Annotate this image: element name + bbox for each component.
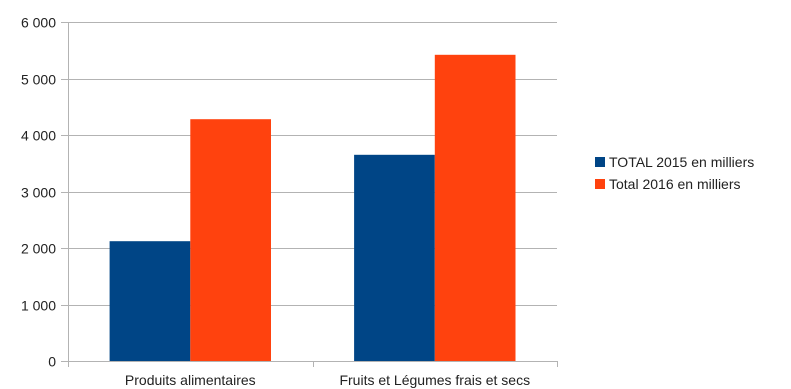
legend-swatch-2016	[595, 179, 605, 189]
legend-label-2015: TOTAL 2015 en milliers	[609, 154, 755, 170]
legend: TOTAL 2015 en milliers Total 2016 en mil…	[595, 151, 754, 195]
bar-2015-cat-0	[109, 241, 191, 361]
x-category-label: Fruits et Légumes frais et secs	[339, 372, 530, 388]
y-tick-label: 0	[48, 354, 56, 370]
bar-2016-cat-1	[434, 54, 516, 362]
bar-2015-cat-1	[354, 154, 435, 361]
x-category-label: Produits alimentaires	[125, 372, 256, 388]
legend-item-2015: TOTAL 2015 en milliers	[595, 151, 754, 173]
y-tick-label: 3 000	[21, 185, 56, 201]
y-tick-label: 2 000	[21, 241, 56, 257]
y-tick-label: 6 000	[21, 15, 56, 31]
legend-swatch-2015	[595, 157, 605, 167]
axes	[68, 22, 558, 367]
legend-item-2016: Total 2016 en milliers	[595, 173, 754, 195]
bar-2016-cat-0	[190, 119, 271, 361]
y-tick-label: 4 000	[21, 128, 56, 144]
y-tick-label: 1 000	[21, 298, 56, 314]
y-tick-label: 5 000	[21, 72, 56, 88]
y-axis-tick-labels: 0 1 000 2 000 3 000 4 000 5 000 6 000	[21, 15, 56, 370]
legend-label-2016: Total 2016 en milliers	[609, 176, 741, 192]
x-axis-category-labels: Produits alimentaires Fruits et Légumes f…	[125, 372, 530, 388]
bars	[109, 54, 516, 362]
